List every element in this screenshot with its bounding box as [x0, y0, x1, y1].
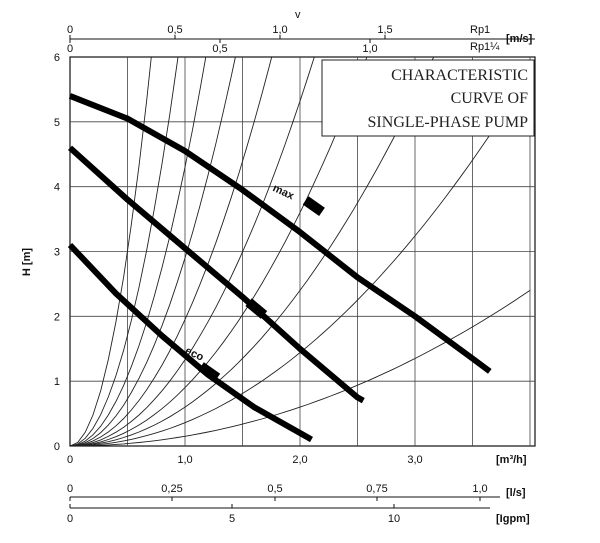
ls-tick-label: 0,75 [366, 483, 387, 495]
pump-curve-line [67, 145, 365, 404]
system-curve [69, 56, 435, 447]
mid-marker [245, 298, 268, 319]
y-axis-label: H [m] [21, 248, 33, 276]
velocity-unit: [m/s] [506, 33, 533, 45]
max-marker [302, 196, 325, 216]
rp1-25-tick-label: 1,0 [362, 43, 377, 55]
velocity-symbol: v [295, 9, 301, 21]
y-tick-label: 2 [54, 311, 60, 323]
x-axis-unit: [m³/h] [496, 454, 527, 466]
system-curve [69, 56, 368, 447]
igpm-tick-label: 10 [388, 513, 400, 525]
rp1-tick-label: 1,5 [377, 24, 392, 36]
rp1-tick-label: 0,5 [167, 24, 182, 36]
y-tick-label: 0 [54, 441, 60, 453]
max-label: max [271, 182, 297, 203]
x-tick-label: 0 [67, 454, 73, 466]
title-line-2: CURVE OF [451, 90, 529, 107]
system-curve [69, 56, 207, 447]
rp1-25-tick-label: 0,5 [212, 43, 227, 55]
ls-tick-label: 0,5 [267, 483, 282, 495]
eco-marker [198, 362, 221, 382]
title-box: CHARACTERISTIC CURVE OF SINGLE-PHASE PUM… [321, 59, 535, 137]
system-curve [69, 56, 315, 447]
pump-curve-line [67, 242, 313, 443]
x-tick-label: 3,0 [407, 454, 422, 466]
rp1-25-tick-label: 0 [67, 43, 73, 55]
rp1-label: Rp1 [470, 24, 490, 36]
igpm-axis-unit: [Igpm] [496, 513, 530, 525]
y-tick-label: 1 [54, 376, 60, 388]
ls-tick-label: 0 [67, 483, 73, 495]
system-curve [70, 290, 531, 447]
title-line-1: CHARACTERISTIC [391, 67, 528, 84]
x-tick-label: 2,0 [292, 454, 307, 466]
rp1-25-label: Rp1¼ [470, 41, 500, 53]
igpm-tick-label: 0 [67, 513, 73, 525]
ls-axis-unit: [l/s] [506, 487, 526, 499]
x-tick-label: 1,0 [177, 454, 192, 466]
y-tick-label: 3 [54, 247, 60, 259]
pump-curve-line [68, 93, 492, 374]
rp1-tick-label: 1,0 [272, 24, 287, 36]
y-tick-label: 6 [54, 52, 60, 64]
y-tick-label: 4 [54, 182, 60, 194]
igpm-tick-label: 5 [229, 513, 235, 525]
rp1-tick-label: 0 [67, 24, 73, 36]
ls-tick-label: 1,0 [472, 483, 487, 495]
title-background [321, 59, 535, 137]
system-curve [69, 56, 152, 447]
y-tick-label: 5 [54, 117, 60, 129]
ls-tick-label: 0,25 [161, 483, 182, 495]
title-line-3: SINGLE-PHASE PUMP [368, 114, 529, 131]
